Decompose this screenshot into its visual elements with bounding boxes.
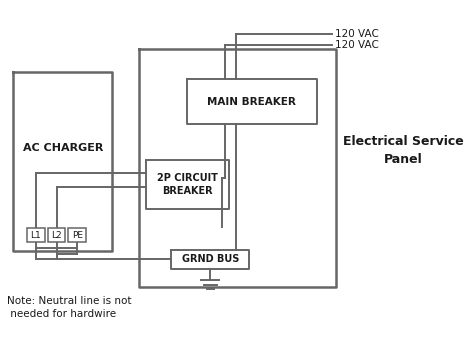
FancyBboxPatch shape [27, 228, 45, 243]
Text: Electrical Service
Panel: Electrical Service Panel [343, 135, 464, 166]
Text: GRND BUS: GRND BUS [182, 254, 239, 264]
Text: MAIN BREAKER: MAIN BREAKER [207, 96, 296, 107]
Text: 120 VAC: 120 VAC [335, 29, 379, 39]
Text: 2P CIRCUIT
BREAKER: 2P CIRCUIT BREAKER [157, 173, 218, 196]
Text: AC CHARGER: AC CHARGER [23, 143, 103, 153]
Text: Note: Neutral line is not
 needed for hardwire: Note: Neutral line is not needed for har… [7, 296, 132, 319]
Text: 120 VAC: 120 VAC [335, 40, 379, 50]
Text: L2: L2 [51, 231, 62, 240]
FancyBboxPatch shape [47, 228, 65, 243]
Text: L1: L1 [30, 231, 41, 240]
Text: PE: PE [72, 231, 82, 240]
FancyBboxPatch shape [68, 228, 86, 243]
